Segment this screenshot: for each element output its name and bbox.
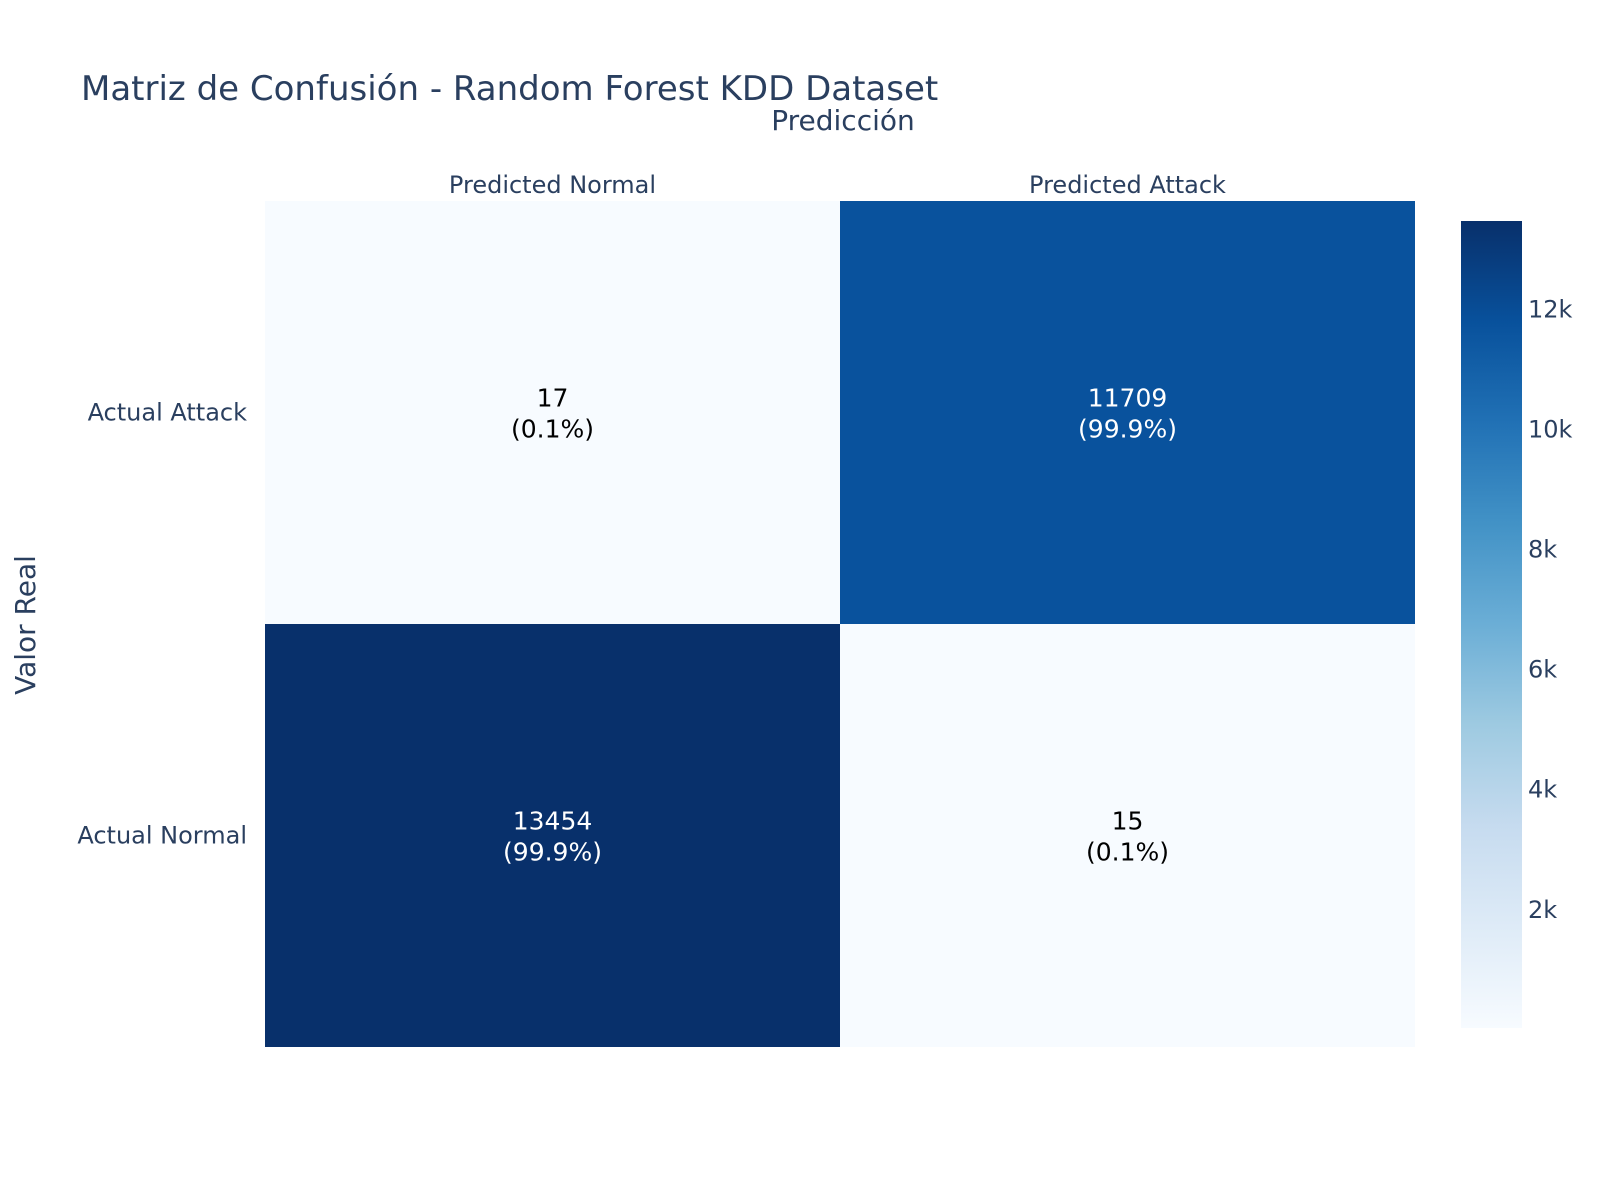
x-axis-title: Predicción [771,104,915,137]
heatmap-cell-1-1 [840,201,1415,624]
colorbar-tick-label: 6k [1528,656,1557,684]
colorbar-tick-label: 8k [1528,536,1557,564]
cell-count-label: 15 [1112,807,1144,836]
colorbar [1461,221,1522,1028]
colorbar-tick-label: 12k [1528,295,1573,323]
y-axis-title: Valor Real [9,555,42,695]
cell-percent-label: (99.9%) [1078,415,1177,444]
cell-count-label: 17 [537,384,569,413]
y-axis-ticks: Actual Normal Actual Attack [77,399,247,850]
heatmap-cell-0-1 [840,624,1415,1047]
x-tick-label: Predicted Attack [1029,171,1226,199]
y-tick-label: Actual Normal [77,822,247,850]
heatmap-cell-1-0 [265,201,840,624]
colorbar-ticks: 2k 4k 6k 8k 10k 12k [1528,295,1573,923]
colorbar-tick-label: 10k [1528,415,1573,443]
cell-count-label: 13454 [513,807,593,836]
heatmap-cell-labels: 13454(99.9%)15(0.1%)17(0.1%)11709(99.9%) [503,384,1177,867]
chart-title: Matriz de Confusión - Random Forest KDD … [81,69,938,109]
cell-percent-label: (0.1%) [511,415,594,444]
cell-percent-label: (0.1%) [1086,838,1169,867]
heatmap-cells [265,201,1415,1047]
colorbar-tick-label: 4k [1528,776,1557,804]
cell-count-label: 11709 [1088,384,1168,413]
x-axis-ticks: Predicted Normal Predicted Attack [449,171,1226,199]
heatmap-cell-0-0 [265,624,840,1047]
cell-percent-label: (99.9%) [503,838,602,867]
x-tick-label: Predicted Normal [449,171,656,199]
y-tick-label: Actual Attack [88,399,248,427]
colorbar-tick-label: 2k [1528,896,1557,924]
